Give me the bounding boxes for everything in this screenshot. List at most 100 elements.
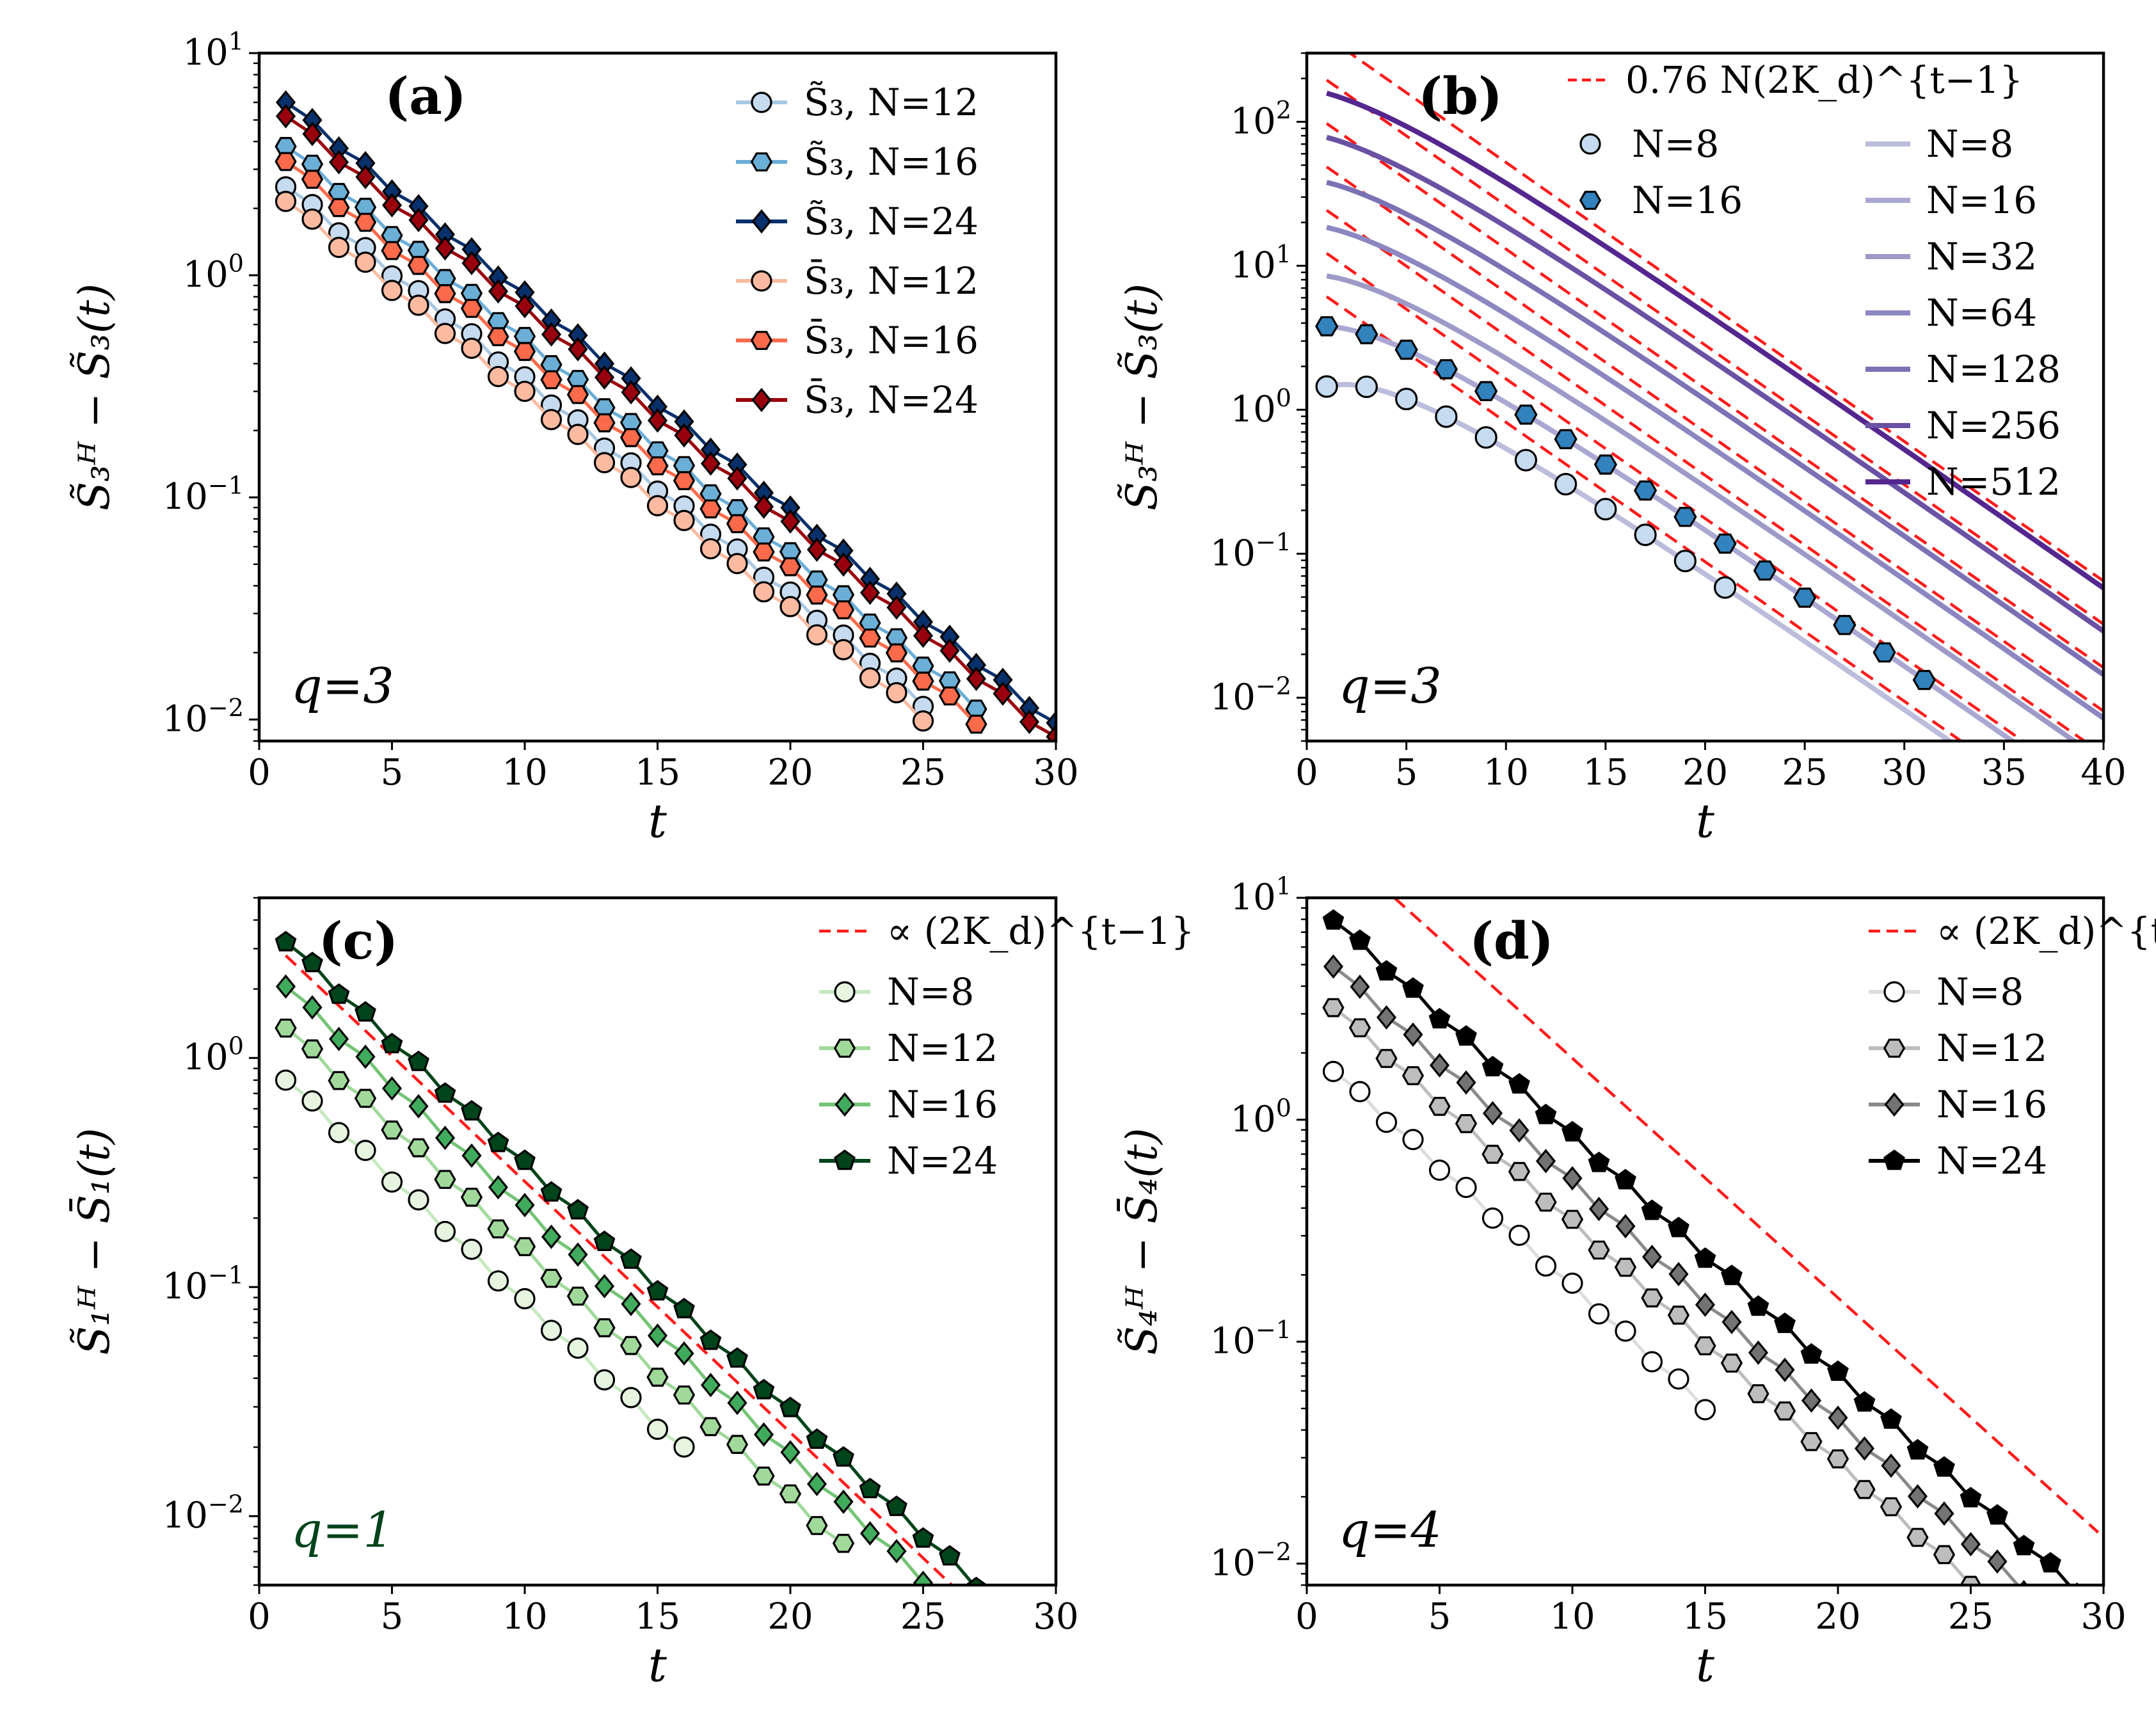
legend-label: S̃₃, N=24 — [804, 199, 978, 243]
data-point — [1721, 1309, 1742, 1334]
data-point — [1934, 1501, 1954, 1526]
legend-marker — [833, 1039, 856, 1058]
data-point — [1349, 1081, 1371, 1103]
data-point — [886, 1496, 907, 1517]
legend-label: 0.76 N(2K_d)^{t−1} — [1625, 58, 2023, 102]
data-point — [859, 1521, 881, 1546]
legend-marker — [751, 387, 772, 413]
data-point — [700, 1373, 721, 1398]
data-point — [1694, 1247, 1716, 1268]
data-point — [568, 337, 588, 362]
data-point — [780, 509, 801, 534]
x-axis-label: t — [648, 1638, 667, 1692]
data-point — [1588, 1303, 1610, 1325]
legend-marker — [1883, 1039, 1906, 1058]
data-point — [939, 638, 960, 663]
data-point — [381, 193, 403, 218]
x-tick-label: 25 — [900, 1596, 946, 1638]
data-point — [1668, 1368, 1689, 1390]
data-point — [1046, 724, 1056, 741]
data-point — [593, 1230, 616, 1252]
data-point — [646, 495, 669, 516]
data-point — [1801, 1388, 1822, 1413]
x-tick-label: 25 — [900, 752, 946, 794]
data-point — [1673, 550, 1697, 573]
data-point — [1561, 1209, 1584, 1229]
series-line-N=12 — [284, 1026, 845, 1545]
data-point — [699, 1417, 722, 1437]
data-point — [1912, 669, 1936, 690]
x-tick-label: 5 — [381, 752, 404, 794]
data-point — [1375, 960, 1398, 981]
data-point — [1641, 1288, 1663, 1308]
y-tick-label: 101 — [1231, 240, 1292, 287]
data-point — [1428, 1008, 1451, 1029]
data-point — [619, 1336, 643, 1355]
q-annotation: q=4 — [1339, 1501, 1442, 1558]
data-point — [727, 466, 747, 491]
data-point — [699, 1329, 722, 1350]
data-point — [886, 682, 907, 704]
x-tick-label: 5 — [381, 1596, 404, 1638]
fit-line — [284, 954, 954, 1585]
data-point — [939, 1545, 961, 1566]
legend-label: ∝ (2K_d)^{t−1} — [1936, 909, 2156, 953]
data-point — [1509, 1118, 1529, 1143]
data-point — [515, 294, 535, 319]
x-tick-label: 0 — [248, 752, 271, 794]
panel-b: 0 5 10 15 20 25 30 35 40 102 101 100 10−1 10−2 t S̃₃ᴴ −… — [1117, 51, 2127, 848]
legend-label: N=16 — [1632, 179, 1743, 222]
data-point — [594, 365, 615, 390]
data-point — [1615, 1214, 1636, 1239]
data-point — [488, 279, 509, 304]
data-point — [753, 1466, 775, 1486]
legend-marker — [1579, 133, 1601, 155]
data-point — [513, 342, 536, 362]
data-point — [1355, 324, 1378, 345]
data-point — [301, 208, 323, 230]
data-point — [2040, 1552, 2061, 1573]
panel-label: (b) — [1418, 66, 1503, 126]
data-point — [1375, 1049, 1398, 1068]
data-point — [381, 241, 403, 260]
x-tick-label: 35 — [1981, 752, 2027, 794]
y-tick-label: 10−1 — [1210, 528, 1291, 575]
data-point — [540, 1268, 563, 1288]
data-point — [1828, 1405, 1848, 1430]
fit-line — [1325, 165, 2104, 713]
data-point — [434, 1082, 456, 1103]
legend-marker — [1579, 191, 1602, 210]
data-point — [1561, 1121, 1583, 1142]
data-point — [301, 170, 324, 189]
data-point — [275, 1018, 297, 1038]
panel-c: 0 5 10 15 20 25 30 100 10−1 10−2 t S̃₁ᴴ − S̄₁(t) (c)… — [70, 896, 1195, 1692]
data-point — [302, 122, 323, 147]
series-line-N=128 — [1326, 180, 2104, 677]
data-point — [1933, 1456, 1955, 1477]
y-tick-label: 101 — [1231, 872, 1292, 918]
series-line-N=16 — [1332, 965, 2020, 1585]
series-line-N=256 — [1325, 134, 2104, 634]
data-point — [1633, 480, 1657, 501]
legend-label: N=8 — [1936, 970, 2024, 1014]
plot-area — [275, 930, 987, 1585]
data-point — [806, 585, 828, 605]
data-point — [1827, 1360, 1849, 1381]
series-line-N=16 — [1326, 323, 2017, 741]
data-point — [1508, 1224, 1530, 1247]
data-point — [913, 623, 934, 648]
x-tick-label: 20 — [1815, 1596, 1860, 1638]
data-point — [1350, 974, 1370, 1000]
data-point — [408, 1189, 429, 1211]
data-point — [301, 1039, 324, 1059]
y-axis-label: S̃₄ᴴ − S̄₄(t) — [1117, 1128, 1167, 1355]
series-line-N=24 — [1332, 919, 2072, 1585]
y-tick-label: 10−2 — [163, 694, 244, 740]
data-point — [354, 1089, 377, 1108]
data-point — [993, 681, 1013, 706]
x-tick-label: 0 — [1295, 1596, 1318, 1638]
fit-line — [1325, 79, 2104, 626]
data-point — [646, 1418, 669, 1440]
data-point — [699, 538, 722, 560]
data-point — [1873, 642, 1896, 663]
